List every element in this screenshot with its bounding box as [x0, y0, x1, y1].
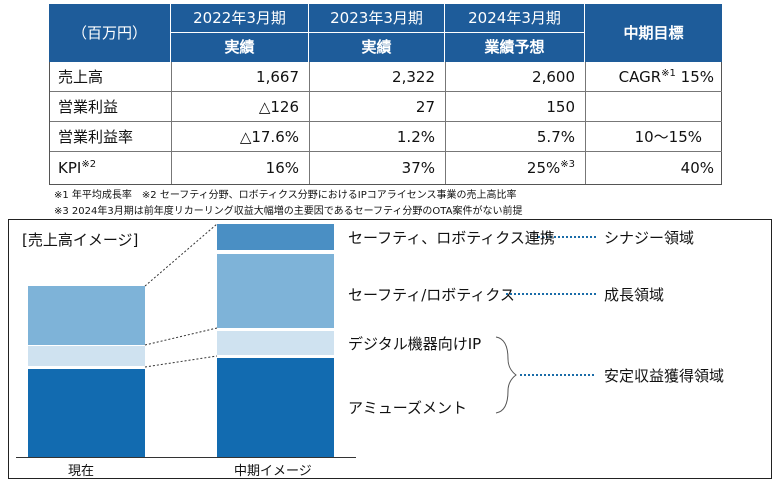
table-row-operating-profit: 営業利益 △126 27 150 — [50, 92, 722, 122]
kpi-table: （百万円） 2022年3月期 実績 2023年3月期 実績 2024年3月期 業… — [49, 4, 724, 185]
kind-fy2022: 実績 — [224, 38, 255, 56]
dotted-connector-top — [144, 223, 218, 287]
dotted-connector-mid — [144, 327, 218, 346]
cell-goal: CAGR※1 15% — [618, 68, 714, 86]
cell-value: 1.2% — [310, 122, 446, 152]
current-amusement-segment — [28, 369, 145, 457]
header-col-goal: 中期目標 — [585, 4, 722, 62]
row-label: KPI※2 — [50, 152, 172, 184]
cell-value: 37% — [310, 152, 446, 184]
baseline — [16, 457, 356, 458]
label-safety-segment: セーフティ/ロボティクス — [348, 286, 515, 304]
label-amusement-segment: アミューズメント — [348, 399, 467, 417]
row-label: 営業利益 — [50, 92, 172, 122]
diagram-frame — [8, 219, 772, 479]
label-ip-segment: デジタル機器向けIP — [348, 335, 482, 353]
cell-goal — [586, 92, 722, 122]
current-ip-segment — [28, 346, 145, 366]
brace-bracket — [495, 336, 517, 414]
unit-header: （百万円） — [71, 24, 147, 42]
cell-goal: 10～15% — [634, 128, 702, 146]
xlabel-midterm: 中期イメージ — [234, 464, 312, 479]
cell-value: 25%※3 — [446, 152, 586, 184]
row-label: 営業利益率 — [50, 122, 172, 152]
xlabel-current: 現在 — [68, 464, 95, 479]
footnote-mark: ※1 — [661, 68, 676, 79]
footnote-mark: ※3 — [560, 159, 575, 170]
diagram-title: [売上高イメージ] — [22, 231, 139, 249]
connector-lines — [144, 223, 596, 414]
goal-header: 中期目標 — [623, 24, 684, 42]
cell-value: △17.6% — [172, 122, 310, 152]
period-fy2022: 2022年3月期 — [171, 4, 308, 33]
label-synergy-domain: シナジー領域 — [604, 229, 695, 247]
dotted-connector-low — [144, 355, 218, 368]
cell-value: △126 — [172, 92, 310, 122]
midterm-synergy-segment — [217, 224, 334, 250]
cell-goal: 40% — [680, 159, 714, 177]
label-synergy-segment: セーフティ、ロボティクス連携 — [348, 229, 555, 247]
row-label: 売上高 — [50, 62, 172, 92]
table-body: 売上高 1,667 2,322 2,600 CAGR※1 15% 営業利益 △1… — [49, 62, 722, 185]
cell-value: 27 — [310, 92, 446, 122]
table-row-kpi: KPI※2 16% 37% 25%※3 40% — [50, 152, 722, 184]
cell-value: 5.7% — [446, 122, 586, 152]
footnote-1-2: ※1 年平均成長率 ※2 セーフティ分野、ロボティクス分野におけるIPコアライセ… — [54, 190, 517, 201]
cell-value: 2,322 — [310, 62, 446, 92]
sales-image-diagram: [売上高イメージ] セーフティ、ロボティクス連携 セーフティ/ロボティクス デジ… — [8, 219, 772, 479]
header-col-fy2023: 2023年3月期 実績 — [309, 4, 445, 62]
label-stable-domain: 安定収益獲得領域 — [604, 367, 725, 385]
cell-value: 16% — [172, 152, 310, 184]
period-fy2023: 2023年3月期 — [309, 4, 444, 33]
header-col-fy2024: 2024年3月期 業績予想 — [445, 4, 585, 62]
table-row-sales: 売上高 1,667 2,322 2,600 CAGR※1 15% — [50, 62, 722, 92]
midterm-ip-segment — [217, 331, 334, 355]
footnote-3: ※3 2024年3月期は前年度リカーリング収益大幅増の主要因であるセーフティ分野… — [54, 206, 523, 217]
cell-value: 2,600 — [446, 62, 586, 92]
kind-fy2023: 実績 — [361, 38, 392, 56]
period-fy2024: 2024年3月期 — [445, 4, 584, 33]
cell-value: 150 — [446, 92, 586, 122]
label-growth-domain: 成長領域 — [604, 286, 665, 304]
header-unit-cell: （百万円） — [49, 4, 171, 62]
table-header: （百万円） 2022年3月期 実績 2023年3月期 実績 2024年3月期 業… — [49, 4, 722, 62]
header-col-fy2022: 2022年3月期 実績 — [171, 4, 309, 62]
footnote-mark: ※2 — [81, 159, 97, 170]
midterm-amusement-segment — [217, 358, 334, 457]
midterm-safety-segment — [217, 254, 334, 328]
table-row-operating-margin: 営業利益率 △17.6% 1.2% 5.7% 10～15% — [50, 122, 722, 152]
cell-value: 1,667 — [172, 62, 310, 92]
current-safety-segment — [28, 286, 145, 345]
kind-fy2024: 業績予想 — [484, 38, 545, 56]
